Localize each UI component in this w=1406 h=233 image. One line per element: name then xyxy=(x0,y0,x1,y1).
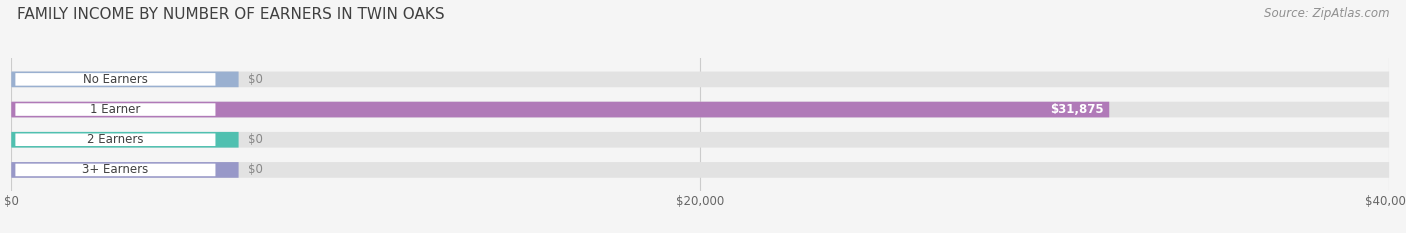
FancyBboxPatch shape xyxy=(11,162,239,178)
Text: $31,875: $31,875 xyxy=(1050,103,1104,116)
Text: FAMILY INCOME BY NUMBER OF EARNERS IN TWIN OAKS: FAMILY INCOME BY NUMBER OF EARNERS IN TW… xyxy=(17,7,444,22)
FancyBboxPatch shape xyxy=(15,134,215,146)
Text: 2 Earners: 2 Earners xyxy=(87,133,143,146)
FancyBboxPatch shape xyxy=(11,162,1389,178)
FancyBboxPatch shape xyxy=(11,132,1389,147)
FancyBboxPatch shape xyxy=(11,102,1109,117)
FancyBboxPatch shape xyxy=(11,72,239,87)
Text: $0: $0 xyxy=(249,73,263,86)
Text: 3+ Earners: 3+ Earners xyxy=(83,163,149,176)
FancyBboxPatch shape xyxy=(15,103,215,116)
Text: Source: ZipAtlas.com: Source: ZipAtlas.com xyxy=(1264,7,1389,20)
Text: 1 Earner: 1 Earner xyxy=(90,103,141,116)
Text: $0: $0 xyxy=(249,163,263,176)
Text: $0: $0 xyxy=(249,133,263,146)
FancyBboxPatch shape xyxy=(11,132,239,147)
FancyBboxPatch shape xyxy=(15,73,215,86)
FancyBboxPatch shape xyxy=(11,102,1389,117)
FancyBboxPatch shape xyxy=(15,164,215,176)
Text: No Earners: No Earners xyxy=(83,73,148,86)
FancyBboxPatch shape xyxy=(11,72,1389,87)
